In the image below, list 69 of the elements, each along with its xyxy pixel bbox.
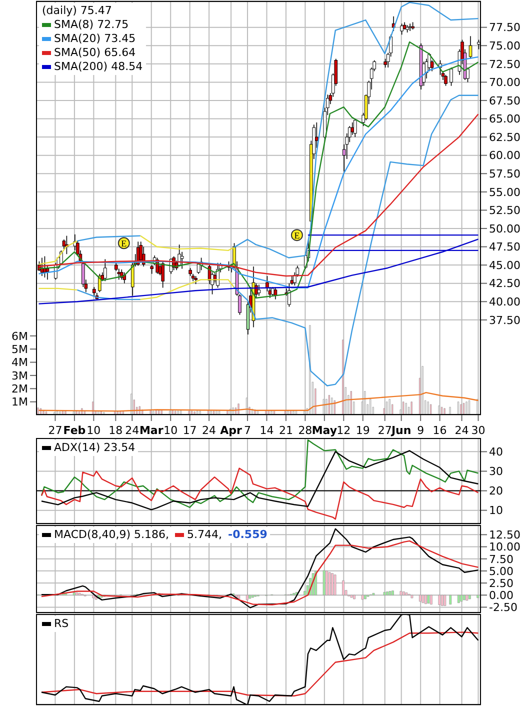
y-tick-label: 10 xyxy=(489,504,503,518)
y2-tick-label: 4M xyxy=(12,356,28,370)
annotation: -0.559 xyxy=(228,528,268,542)
y-tick-label: 45.00 xyxy=(489,258,520,272)
x-tick-label: 24 xyxy=(454,424,469,437)
y-tick-label: 50.00 xyxy=(489,222,520,236)
legend-label: SMA(20) 73.45 xyxy=(54,32,136,46)
x-tick-label: 19 xyxy=(356,424,370,437)
y-tick-label: 67.50 xyxy=(489,94,520,108)
y-tick-label: 7.50 xyxy=(489,552,514,566)
y-tick-label: 77.50 xyxy=(489,21,520,34)
x-tick-label: 16 xyxy=(432,424,447,437)
y-tick-label: 40 xyxy=(489,446,503,459)
annotation: E xyxy=(121,238,128,248)
annotation: E xyxy=(294,230,300,240)
chart-title: (daily) 75.47 xyxy=(42,4,112,18)
y-tick-label: 62.50 xyxy=(489,130,520,144)
x-tick-label: Feb xyxy=(63,424,86,437)
x-tick-label: 9 xyxy=(417,424,424,437)
y-tick-label: 70.00 xyxy=(489,76,520,90)
x-tick-label: 17 xyxy=(182,424,197,437)
x-tick-label: 27 xyxy=(378,424,392,437)
y-tick-label: 40.00 xyxy=(489,296,520,309)
x-tick-label: 12 xyxy=(336,424,351,437)
y-tick-label: 30 xyxy=(489,465,503,478)
x-tick-label: 27 xyxy=(48,424,62,437)
x-tick-label: 30 xyxy=(471,424,486,437)
x-tick-label: 10 xyxy=(164,424,178,437)
y-tick-label: 2.50 xyxy=(489,576,514,590)
y-tick-label: 65.00 xyxy=(489,112,520,126)
legend-label: RS xyxy=(54,617,69,631)
y-tick-label: 0.00 xyxy=(489,589,514,602)
x-tick-label: 24 xyxy=(202,424,216,437)
y2-tick-label: 5M xyxy=(12,342,28,356)
y-tick-label: 10.00 xyxy=(489,540,520,554)
legend-label: SMA(8) 72.75 xyxy=(54,18,129,32)
legend-label: ADX(14) 23.54 xyxy=(54,441,136,455)
legend-label: MACD(8,40,9) 5.186, xyxy=(54,528,170,542)
y-tick-label: 47.50 xyxy=(489,240,520,254)
y-tick-label: 60.00 xyxy=(489,149,520,162)
x-tick-label: 18 xyxy=(108,424,123,437)
x-tick-label: Apr xyxy=(220,424,243,437)
y-tick-label: 5.00 xyxy=(489,564,514,578)
x-tick-label: Jun xyxy=(390,424,412,437)
y-tick-label: 12.50 xyxy=(489,528,520,542)
x-tick-label: 24 xyxy=(125,424,140,437)
y-tick-label: -2.50 xyxy=(489,601,518,614)
legend-label: 5.744, xyxy=(187,528,222,542)
x-tick-label: 21 xyxy=(278,424,293,437)
x-tick-label: 7 xyxy=(244,424,252,437)
legend-label: SMA(50) 65.64 xyxy=(54,46,136,60)
y2-tick-label: 6M xyxy=(12,330,28,343)
legend-label: SMA(200) 48.54 xyxy=(54,60,143,74)
y2-tick-label: 3M xyxy=(12,369,28,382)
y-tick-label: 37.50 xyxy=(489,314,520,327)
y-tick-label: 75.00 xyxy=(489,40,520,53)
y-tick-label: 52.50 xyxy=(489,204,520,218)
y-tick-label: 55.00 xyxy=(489,186,520,199)
x-tick-label: Mar xyxy=(139,424,164,437)
y-tick-label: 57.50 xyxy=(489,168,520,181)
x-tick-label: 10 xyxy=(86,424,101,437)
x-tick-label: 14 xyxy=(260,424,274,437)
x-tick-label: 28 xyxy=(298,424,312,437)
y2-tick-label: 2M xyxy=(12,382,28,396)
y2-tick-label: 1M xyxy=(12,396,28,409)
y-tick-label: 42.50 xyxy=(489,277,520,290)
x-tick-label: May xyxy=(312,424,338,437)
y-tick-label: 72.50 xyxy=(489,58,520,71)
y-tick-label: 20 xyxy=(489,484,503,498)
